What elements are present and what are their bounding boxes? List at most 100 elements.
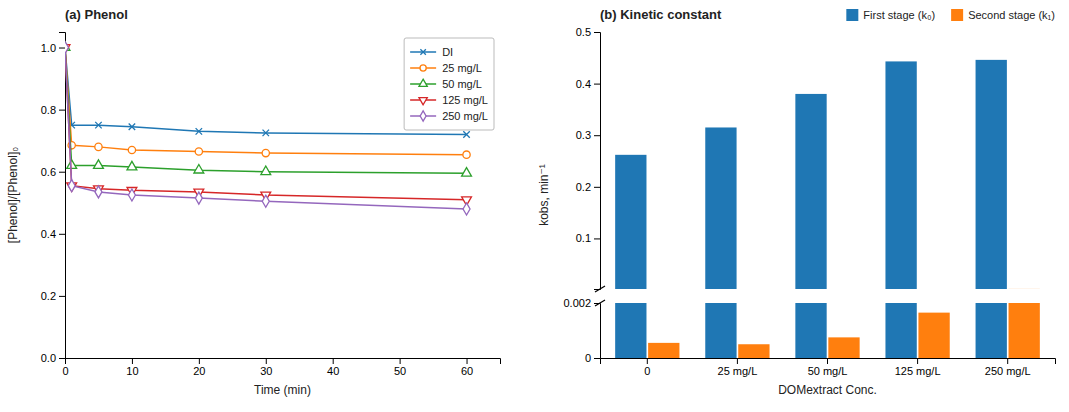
marker [463, 131, 469, 137]
bar [795, 94, 826, 358]
marker [129, 123, 135, 129]
tick-mark [59, 358, 65, 359]
tick: 60 [461, 358, 473, 377]
x-axis: 0 25 mg/L 50 mg/L 125 mg/L 250 mg/L [601, 358, 1056, 377]
marker [420, 111, 426, 121]
marker [419, 98, 427, 105]
marker [262, 149, 269, 156]
legend-swatch [846, 9, 858, 21]
marker [419, 79, 427, 86]
tick-label: 20 [193, 365, 205, 377]
title: (a) Phenol [65, 7, 128, 22]
tick-label: 25 mg/L [718, 365, 758, 377]
tick-label: 60 [461, 365, 473, 377]
y-axis-title: [Phenol]/[Phenol]₀ [6, 147, 20, 243]
bar [976, 60, 1007, 358]
tick-label: 10 [126, 365, 138, 377]
tick-label: 0.4 [41, 228, 56, 240]
tick-mark [59, 48, 65, 49]
tick-mark [400, 358, 401, 364]
tick-mark [467, 358, 468, 364]
marker [262, 195, 269, 207]
tick: 10 [126, 358, 138, 377]
marker [463, 203, 470, 215]
marker [95, 122, 101, 128]
tick-mark [917, 358, 918, 364]
break-mark [595, 286, 605, 292]
tick: 0.3 [576, 129, 600, 141]
legend-box [404, 38, 494, 130]
marker [127, 161, 137, 170]
tick: 0.002 [563, 297, 600, 309]
tick-label: 0.4 [576, 78, 591, 90]
tick-mark [594, 32, 600, 33]
tick: 125 mg/L [895, 358, 941, 377]
tick: 50 mg/L [808, 358, 848, 377]
tick-mark [59, 110, 65, 111]
legend-label: 250 mg/L [442, 110, 488, 122]
tick-label: 0 [585, 352, 591, 364]
tick-mark [594, 135, 600, 136]
tick: 0.8 [41, 104, 65, 116]
legend-swatch [951, 9, 963, 21]
y-axis: 0.00.20.40.60.81.0 [41, 33, 66, 365]
tick-label: 0.0 [41, 352, 56, 364]
tick: 0 [585, 352, 600, 364]
marker [128, 189, 135, 201]
legend-item: 250 mg/L [410, 110, 488, 122]
tick-label: 50 [394, 365, 406, 377]
bar [885, 61, 916, 358]
axis-line [594, 33, 601, 290]
axis-line [59, 33, 66, 359]
tick-mark [1007, 358, 1008, 364]
tick-label: 125 mg/L [895, 365, 941, 377]
legend-item: Second stage (k₁) [951, 9, 1055, 21]
bar-series [615, 60, 1007, 358]
bar [738, 344, 769, 358]
bar [828, 337, 859, 358]
marker [65, 41, 68, 53]
axis-line [601, 359, 1056, 365]
legend-label: Second stage (k₁) [968, 9, 1055, 21]
tick: 0.5 [576, 26, 600, 38]
marker [462, 168, 472, 177]
tick-label: 30 [260, 365, 272, 377]
legend-item: 125 mg/L [410, 94, 488, 106]
tick: 0.4 [41, 228, 65, 240]
marker [67, 160, 77, 169]
tick: 25 mg/L [718, 358, 758, 377]
y-axis: 0.10.20.30.40.5 [576, 26, 601, 289]
break-mark [595, 300, 605, 306]
x-axis: 0102030405060 [62, 358, 500, 377]
tick-mark [827, 358, 828, 364]
chart: 01020304050600.00.20.40.60.81.0(a) Pheno… [0, 0, 1069, 412]
tick-mark [59, 234, 65, 235]
tick-label: 0.5 [576, 26, 591, 38]
marker [68, 180, 75, 192]
break-marks [595, 286, 605, 306]
tick: 0.0 [41, 352, 65, 364]
tick-mark [647, 358, 648, 364]
x-axis-title: Time (min) [254, 383, 311, 397]
marker [194, 164, 204, 173]
legend-item: First stage (k₀) [846, 9, 935, 21]
marker [196, 128, 202, 134]
x-axis-title: DOMextract Conc. [778, 383, 877, 397]
marker [420, 49, 425, 54]
title: (b) Kinetic constant [600, 7, 722, 22]
tick-mark [594, 358, 600, 359]
tick-mark [333, 358, 334, 364]
legend: First stage (k₀) Second stage (k₁) [846, 9, 1055, 21]
tick-label: 0.3 [576, 129, 591, 141]
axis-line [66, 359, 501, 365]
marker [263, 130, 269, 136]
panel: 0 25 mg/L 50 mg/L 125 mg/L 250 mg/L 0 0.002 0.1… [537, 7, 1056, 397]
tick: 0.1 [576, 232, 600, 244]
tick: 0.4 [576, 78, 600, 90]
tick: 20 [193, 358, 205, 377]
tick-mark [266, 358, 267, 364]
bar [615, 155, 646, 358]
tick: 0 [644, 358, 650, 377]
tick-mark [132, 358, 133, 364]
tick-label: 250 mg/L [985, 365, 1031, 377]
